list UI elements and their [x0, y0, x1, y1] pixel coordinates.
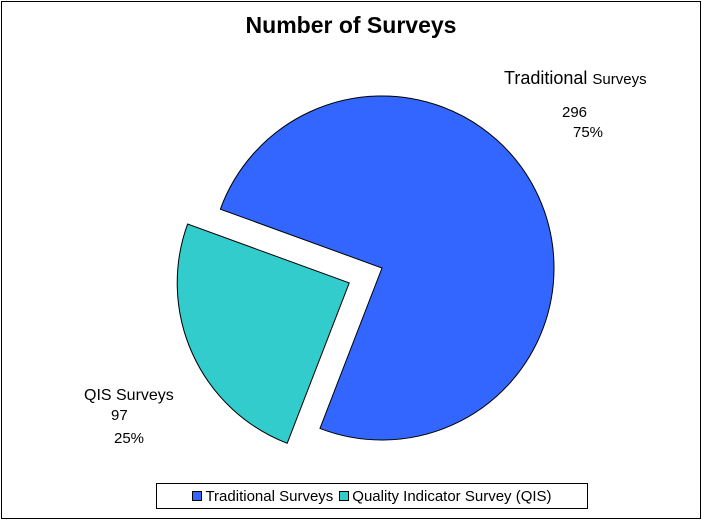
slice-label-traditional-sub: Surveys — [592, 71, 647, 88]
legend-swatch-qis — [339, 491, 350, 501]
slice-label-traditional-main: Traditional — [504, 68, 588, 88]
slice-value-traditional: 296 — [562, 104, 588, 121]
chart-title: Number of Surveys — [245, 12, 457, 38]
pie-slice-traditional — [219, 95, 555, 441]
legend-item-traditional: Traditional Surveys — [192, 488, 333, 505]
slice-percent-traditional: 75% — [573, 124, 604, 141]
legend-label-traditional: Traditional Surveys — [205, 487, 334, 505]
slice-label-traditional: Traditional Surveys — [504, 68, 647, 89]
slice-value-qis: 97 — [111, 407, 128, 424]
slice-percent-qis: 25% — [114, 430, 145, 447]
legend-item-qis: Quality Indicator Survey (QIS) — [339, 487, 552, 505]
chart-legend: Traditional Surveys Quality Indicator Su… — [156, 483, 588, 509]
slice-label-qis: QIS Surveys — [84, 387, 174, 404]
legend-label-qis: Quality Indicator Survey (QIS) — [352, 487, 552, 505]
pie-slice-qis — [176, 223, 350, 444]
legend-swatch-traditional — [192, 491, 203, 501]
